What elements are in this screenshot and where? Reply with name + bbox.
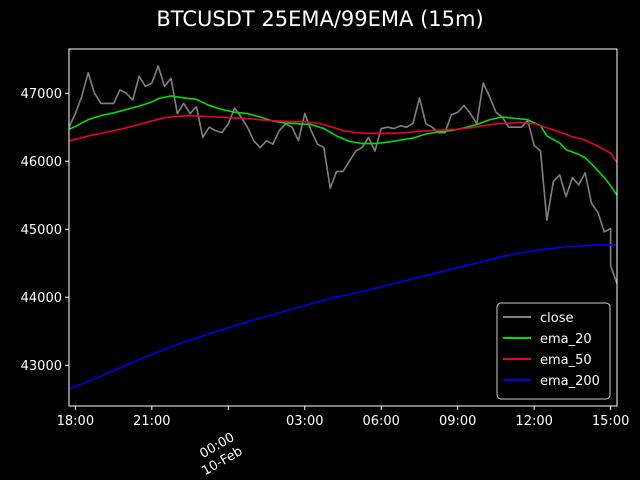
axes-frame xyxy=(68,48,618,407)
y-tick-label: 44000 xyxy=(21,291,62,306)
x-tick-label: 15:00 xyxy=(592,414,629,429)
legend-label-ema-50: ema_50 xyxy=(540,353,592,368)
series-line-ema-20 xyxy=(68,95,618,196)
y-tick-label: 45000 xyxy=(21,223,62,238)
x-tick-label: 12:00 xyxy=(515,414,552,429)
x-tick-label: 06:00 xyxy=(362,414,399,429)
x-tick-label: 21:00 xyxy=(133,414,170,429)
y-tick-label: 47000 xyxy=(21,87,62,102)
chart-title: BTCUSDT 25EMA/99EMA (15m) xyxy=(156,7,483,31)
series-line-close xyxy=(68,65,618,284)
x-tick-label: 09:00 xyxy=(439,414,476,429)
x-tick-label: 18:00 xyxy=(57,414,94,429)
legend-box xyxy=(496,302,611,400)
series-layer xyxy=(68,65,618,390)
legend-label-ema-200: ema_200 xyxy=(540,374,600,389)
legend-label-ema-20: ema_20 xyxy=(540,332,592,347)
y-tick-label: 43000 xyxy=(21,359,62,374)
legend-label-close: close xyxy=(540,311,573,326)
legend: close ema_20 ema_50 ema_200 xyxy=(496,302,611,400)
series-line-ema-50 xyxy=(68,114,618,164)
series-line-ema-200 xyxy=(68,244,617,390)
x-tick-label: 03:00 xyxy=(286,414,323,429)
y-tick-label: 46000 xyxy=(21,155,62,170)
